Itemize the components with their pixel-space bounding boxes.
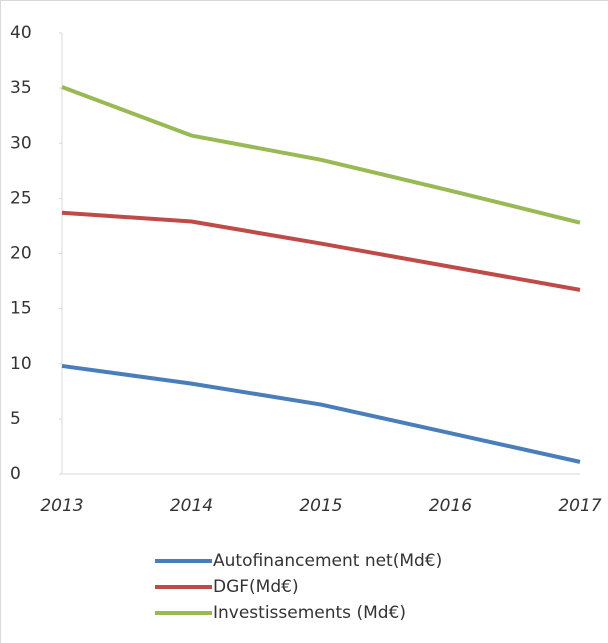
y-tick-label: 0 xyxy=(10,464,21,484)
x-tick-label: 2014 xyxy=(170,496,213,516)
x-tick-label: 2013 xyxy=(40,496,83,516)
series-line xyxy=(61,85,581,225)
x-tick-label: 2017 xyxy=(558,496,601,516)
y-tick-label: 35 xyxy=(10,78,32,98)
y-tick-label: 15 xyxy=(10,299,32,319)
x-tick-label: 2016 xyxy=(429,496,472,516)
y-tick-label: 25 xyxy=(10,188,32,208)
series-line xyxy=(61,210,581,292)
y-tick-label: 30 xyxy=(10,133,32,153)
y-tick-label: 5 xyxy=(10,409,21,429)
y-tick-label: 20 xyxy=(10,244,32,264)
legend-label: Investissements (Md€) xyxy=(213,603,406,623)
legend-label: Autofinancement net(Md€) xyxy=(213,551,442,571)
legend-label: DGF(Md€) xyxy=(213,577,299,597)
y-tick-label: 40 xyxy=(10,23,32,43)
x-tick-label: 2015 xyxy=(299,496,342,516)
y-tick-label: 10 xyxy=(10,354,32,374)
series-line xyxy=(61,363,581,464)
